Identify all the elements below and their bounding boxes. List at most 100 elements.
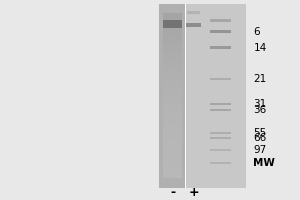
Bar: [163, 21, 182, 24]
Bar: [163, 175, 182, 178]
Bar: [163, 60, 182, 63]
Bar: [163, 83, 182, 86]
Bar: [210, 149, 231, 151]
Bar: [163, 70, 182, 73]
Bar: [210, 137, 231, 139]
Bar: [163, 126, 182, 129]
Bar: [163, 64, 182, 67]
Bar: [163, 144, 182, 147]
Bar: [163, 91, 182, 94]
Bar: [163, 58, 182, 61]
Bar: [163, 105, 182, 108]
Bar: [163, 77, 182, 80]
Bar: [210, 46, 231, 49]
Bar: [163, 132, 182, 135]
Bar: [163, 120, 182, 123]
Text: MW: MW: [254, 158, 275, 168]
Bar: [163, 153, 182, 156]
Bar: [163, 134, 182, 137]
Bar: [163, 66, 182, 69]
Bar: [163, 130, 182, 133]
Bar: [163, 138, 182, 141]
Bar: [163, 171, 182, 174]
Bar: [163, 35, 182, 39]
Bar: [163, 56, 182, 59]
Bar: [163, 149, 182, 152]
Bar: [163, 146, 182, 150]
Bar: [163, 19, 182, 22]
Bar: [163, 13, 182, 16]
Bar: [163, 44, 182, 47]
Text: 21: 21: [254, 74, 267, 84]
Bar: [163, 62, 182, 65]
Bar: [210, 103, 231, 105]
Bar: [163, 20, 182, 28]
Bar: [163, 155, 182, 158]
Text: +: +: [188, 186, 199, 199]
Bar: [163, 122, 182, 125]
Bar: [163, 23, 182, 26]
Bar: [163, 27, 182, 30]
Text: 14: 14: [254, 43, 267, 53]
Bar: [163, 75, 182, 78]
Bar: [187, 11, 200, 14]
Text: 66: 66: [254, 133, 267, 143]
Bar: [210, 132, 231, 134]
Bar: [163, 107, 182, 110]
Text: 31: 31: [254, 99, 267, 109]
Text: 36: 36: [254, 105, 267, 115]
Bar: [163, 163, 182, 166]
Bar: [163, 54, 182, 57]
Bar: [163, 40, 182, 43]
Bar: [186, 23, 201, 27]
Bar: [163, 85, 182, 88]
Bar: [210, 109, 231, 111]
Bar: [163, 159, 182, 162]
Bar: [163, 128, 182, 131]
Bar: [163, 101, 182, 104]
Bar: [163, 38, 182, 41]
Bar: [163, 114, 182, 117]
Bar: [163, 31, 182, 34]
Bar: [163, 142, 182, 145]
Bar: [163, 161, 182, 164]
Bar: [163, 136, 182, 139]
Bar: [163, 33, 182, 36]
Bar: [163, 52, 182, 55]
Bar: [163, 97, 182, 100]
Bar: [163, 81, 182, 84]
Bar: [159, 4, 184, 188]
Bar: [163, 42, 182, 45]
Bar: [163, 167, 182, 170]
Bar: [163, 165, 182, 168]
Bar: [163, 50, 182, 53]
Bar: [163, 68, 182, 71]
Bar: [163, 87, 182, 90]
Bar: [163, 116, 182, 119]
Text: 97: 97: [254, 145, 267, 155]
Text: 6: 6: [254, 27, 260, 37]
Bar: [163, 109, 182, 113]
Bar: [163, 46, 182, 49]
Bar: [210, 78, 231, 80]
Text: -: -: [170, 186, 175, 199]
Bar: [163, 118, 182, 121]
Bar: [163, 95, 182, 98]
Bar: [163, 48, 182, 51]
Bar: [163, 99, 182, 102]
Bar: [210, 162, 231, 164]
Bar: [163, 173, 182, 176]
Bar: [163, 124, 182, 127]
Bar: [163, 93, 182, 96]
Bar: [184, 4, 186, 188]
Bar: [210, 30, 231, 33]
Bar: [163, 72, 182, 76]
Bar: [163, 15, 182, 18]
Bar: [163, 103, 182, 106]
Bar: [210, 19, 231, 22]
Bar: [163, 25, 182, 28]
Bar: [163, 79, 182, 82]
Bar: [163, 169, 182, 172]
Bar: [163, 151, 182, 154]
Bar: [163, 112, 182, 115]
